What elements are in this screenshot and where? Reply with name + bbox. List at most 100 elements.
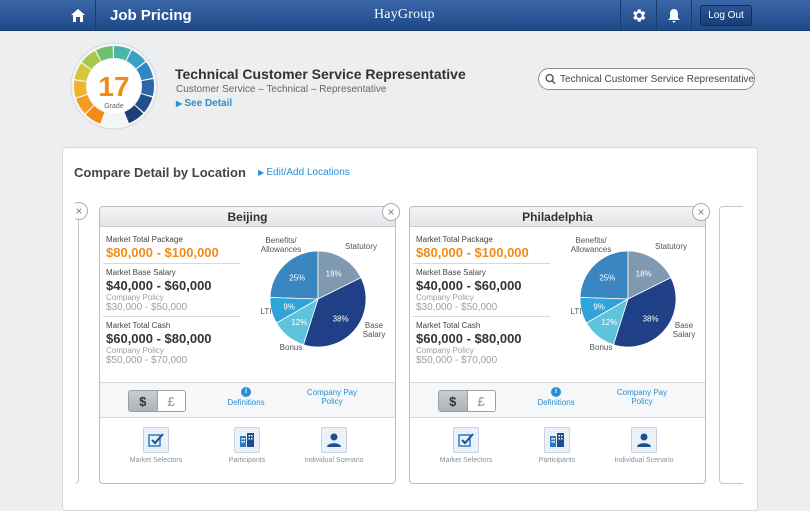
edit-locations-label: Edit/Add Locations: [266, 167, 350, 178]
value: $60,000 - $80,000: [106, 331, 212, 346]
search-value: Technical Customer Service Representativ…: [560, 73, 754, 85]
location-name: Philadelphia: [410, 207, 705, 227]
pie-slice: [579, 250, 629, 300]
top-bar: Job Pricing HayGroup Log Out: [0, 0, 810, 31]
gauge-segment: [76, 94, 94, 114]
tool-label: Participants: [228, 457, 266, 464]
info-icon: i: [551, 387, 561, 397]
market-selectors-button[interactable]: Market Selectors: [126, 427, 186, 465]
label: Market Total Cash: [106, 321, 171, 330]
pie-slice-percent: 18%: [326, 270, 342, 279]
currency-toggle[interactable]: $ £: [438, 390, 496, 412]
pie-label-base-salary: Base Salary: [672, 321, 696, 339]
pie-label-statutory: Statutory: [654, 242, 687, 251]
checkbox-icon: [148, 433, 164, 447]
label: Market Total Package: [106, 235, 183, 244]
settings-button[interactable]: [620, 0, 656, 31]
pie-label-base-salary: Base Salary: [362, 321, 386, 339]
home-button[interactable]: [60, 0, 96, 31]
value: $60,000 - $80,000: [416, 331, 522, 346]
value: $80,000 - $100,000: [416, 245, 529, 260]
currency-pound-button[interactable]: £: [466, 391, 495, 411]
pie-slice: [627, 250, 672, 300]
market-base-salary: Market Base Salary $40,000 - $60,000 Com…: [413, 264, 550, 317]
label: Market Total Cash: [416, 321, 481, 330]
definitions-link[interactable]: i Definitions: [218, 387, 274, 407]
currency-pound-button[interactable]: £: [156, 391, 185, 411]
participants-button[interactable]: Participants: [217, 427, 277, 465]
grade-gauge: 17 Grade: [70, 42, 158, 130]
definitions-label: Definitions: [227, 398, 265, 407]
definitions-link[interactable]: i Definitions: [528, 387, 584, 407]
location-name: Beijing: [100, 207, 395, 227]
location-card-next[interactable]: [719, 206, 743, 484]
gauge-segment: [135, 94, 153, 113]
value: $40,000 - $60,000: [416, 278, 522, 293]
job-search-input[interactable]: Technical Customer Service Representativ…: [538, 68, 755, 90]
remove-location-button[interactable]: ×: [382, 203, 400, 221]
bell-icon: [668, 9, 680, 23]
checkbox-icon: [458, 433, 474, 447]
tool-label: Participants: [538, 457, 576, 464]
gauge-segment: [114, 46, 131, 61]
policy-label: Company Policy: [416, 293, 474, 302]
buildings-icon: [550, 433, 564, 447]
see-detail-link[interactable]: ▶ See Detail: [176, 98, 232, 109]
gauge-segment: [124, 105, 144, 124]
person-icon: [327, 433, 341, 447]
search-icon: [545, 73, 556, 85]
pie-slice-percent: 38%: [643, 314, 659, 323]
market-total-package: Market Total Package $80,000 - $100,000: [413, 231, 550, 264]
logout-button[interactable]: Log Out: [700, 5, 752, 26]
location-carousel[interactable]: × Beijing Market Total Package $80,000 -…: [75, 196, 743, 496]
company-pay-policy-link[interactable]: Company Pay Policy: [616, 388, 668, 406]
notifications-button[interactable]: [656, 0, 692, 31]
market-selectors-button[interactable]: Market Selectors: [436, 427, 496, 465]
currency-toggle[interactable]: $ £: [128, 390, 186, 412]
brand-logo: HayGroup: [374, 7, 435, 22]
pie-label-benefits: Benefits/ Allowances: [570, 236, 612, 254]
pie-slice: [579, 297, 630, 324]
close-icon: ×: [387, 205, 395, 219]
policy-value: $30,000 - $50,000: [416, 302, 498, 313]
edit-locations-link[interactable]: ▶ Edit/Add Locations: [258, 167, 350, 178]
location-card: Beijing Market Total Package $80,000 - $…: [99, 206, 396, 484]
tool-label: Individual Scenario: [304, 457, 364, 464]
pie-slice-percent: 25%: [289, 274, 305, 283]
grade-number: 17: [98, 71, 129, 102]
individual-scenario-button[interactable]: Individual Scenario: [304, 427, 364, 465]
see-detail-label: See Detail: [184, 98, 233, 109]
tool-label: Market Selectors: [129, 457, 183, 464]
currency-dollar-button[interactable]: $: [129, 391, 157, 411]
remove-location-button[interactable]: ×: [692, 203, 710, 221]
market-total-package: Market Total Package $80,000 - $100,000: [103, 231, 240, 264]
policy-value: $50,000 - $70,000: [106, 355, 188, 366]
market-total-cash: Market Total Cash $60,000 - $80,000 Comp…: [413, 317, 550, 369]
market-base-salary: Market Base Salary $40,000 - $60,000 Com…: [103, 264, 240, 317]
policy-label: Company Policy: [106, 293, 164, 302]
job-family: Customer Service – Technical – Represent…: [176, 84, 387, 95]
participants-button[interactable]: Participants: [527, 427, 587, 465]
label: Market Total Package: [416, 235, 493, 244]
gauge-segment: [96, 46, 114, 61]
company-pay-policy-link[interactable]: Company Pay Policy: [306, 388, 358, 406]
pie-slice-percent: 9%: [283, 302, 295, 311]
currency-dollar-button[interactable]: $: [439, 391, 467, 411]
label: Market Base Salary: [106, 268, 176, 277]
pie-slice: [317, 250, 362, 300]
gauge-segment: [74, 80, 88, 98]
pay-mix-pie-chart: 25% 18% 38% 12% 9% Benefits/ Allowances Stat…: [243, 231, 393, 367]
play-icon: ▶: [258, 168, 267, 177]
card-controls: $ £ i Definitions Company Pay Policy: [410, 382, 705, 418]
value: $80,000 - $100,000: [106, 245, 219, 260]
compare-title: Compare Detail by Location: [74, 165, 246, 180]
remove-previous-location[interactable]: ×: [75, 202, 88, 220]
location-card: Philadelphia Market Total Package $80,00…: [409, 206, 706, 484]
individual-scenario-button[interactable]: Individual Scenario: [614, 427, 674, 465]
buildings-icon: [240, 433, 254, 447]
pie-slice-percent: 38%: [333, 314, 349, 323]
policy-label: Company Policy: [106, 346, 164, 355]
close-icon: ×: [75, 204, 83, 218]
location-card-previous[interactable]: [75, 206, 79, 484]
close-icon: ×: [697, 205, 705, 219]
